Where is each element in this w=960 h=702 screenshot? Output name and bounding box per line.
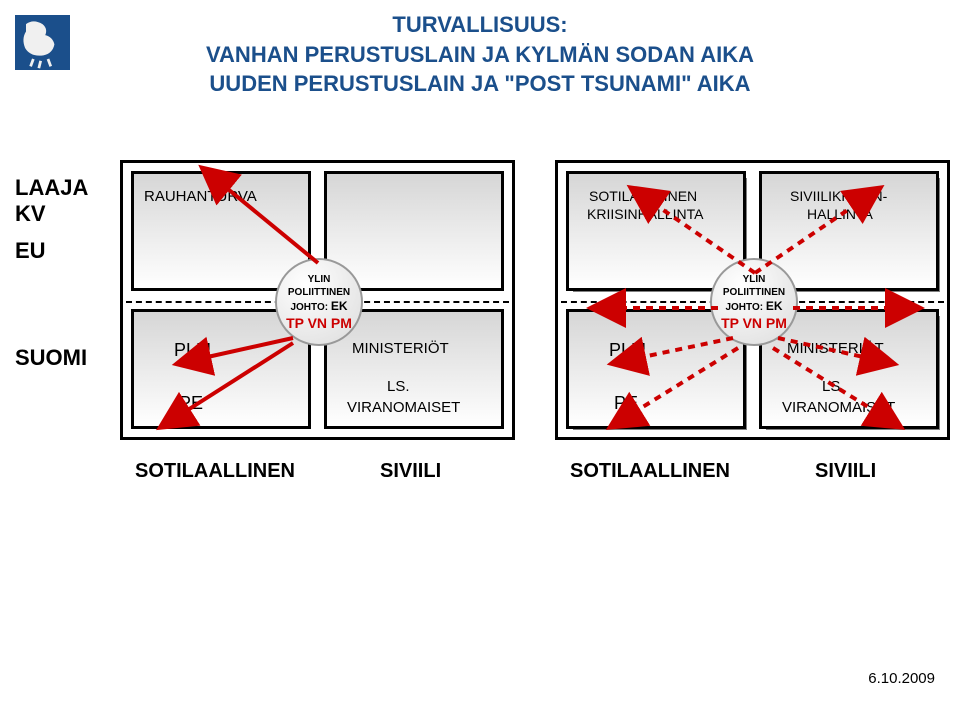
axis-laaja-kv: LAAJA KV	[15, 175, 88, 227]
right-bl-plm: PLM	[609, 340, 646, 361]
right-circle-l3b: EK	[766, 299, 783, 313]
left-circle-l3a: JOHTO:	[290, 302, 328, 313]
left-tl-label: RAUHANTURVA	[144, 188, 257, 205]
left-br-ls: LS.	[387, 378, 410, 395]
right-circle-l1: YLIN	[712, 274, 796, 287]
right-br-min: MINISTERIÖT	[787, 340, 884, 357]
right-cell-tl: SOTILAALLINEN KRIISINHALLINTA	[566, 171, 746, 291]
axis-eu: EU	[15, 238, 46, 264]
left-bl-plm: PLM	[174, 340, 211, 361]
right-col1: SOTILAALLINEN	[570, 460, 730, 483]
title-line3: UUDEN PERUSTUSLAIN JA "POST TSUNAMI" AIK…	[0, 69, 960, 99]
left-br-min: MINISTERIÖT	[352, 340, 449, 357]
right-br-ls: LS.	[822, 378, 845, 395]
left-circle-l4: TP VN PM	[277, 315, 361, 333]
left-col1: SOTILAALLINEN	[135, 460, 295, 483]
left-circle-l2: POLIITTINEN	[277, 287, 361, 300]
left-center-circle: YLIN POLIITTINEN JOHTO: EK TP VN PM	[275, 258, 363, 346]
right-col2: SIVIILI	[815, 460, 876, 483]
right-matrix: SOTILAALLINEN KRIISINHALLINTA SIVIILIKRI…	[555, 160, 950, 440]
left-bl-pe: PE	[179, 393, 203, 414]
left-circle-l1: YLIN	[277, 274, 361, 287]
right-tl-l2: KRIISINHALLINTA	[587, 206, 703, 222]
left-circle-l3b: EK	[331, 299, 348, 313]
right-circle-l3a: JOHTO:	[725, 302, 763, 313]
right-tl-l1: SOTILAALLINEN	[589, 188, 697, 204]
left-cell-tl: RAUHANTURVA	[131, 171, 311, 291]
right-br-vir: VIRANOMAISET	[782, 399, 895, 416]
footer-date: 6.10.2009	[868, 670, 935, 687]
left-col2: SIVIILI	[380, 460, 441, 483]
right-tr-l2: HALLINTA	[807, 206, 873, 222]
right-tr-l1: SIVIILIKRIISIN-	[790, 188, 887, 204]
axis-suomi: SUOMI	[15, 345, 87, 371]
right-circle-l2: POLIITTINEN	[712, 287, 796, 300]
title-line1: TURVALLISUUS:	[0, 10, 960, 40]
left-br-vir: VIRANOMAISET	[347, 399, 460, 416]
page-title: TURVALLISUUS: VANHAN PERUSTUSLAIN JA KYL…	[0, 10, 960, 99]
right-center-circle: YLIN POLIITTINEN JOHTO: EK TP VN PM	[710, 258, 798, 346]
title-line2: VANHAN PERUSTUSLAIN JA KYLMÄN SODAN AIKA	[0, 40, 960, 70]
right-circle-l4: TP VN PM	[712, 315, 796, 333]
left-matrix: RAUHANTURVA PLM PE MINISTERIÖT LS. VIRAN…	[120, 160, 515, 440]
right-bl-pe: PE	[614, 393, 638, 414]
